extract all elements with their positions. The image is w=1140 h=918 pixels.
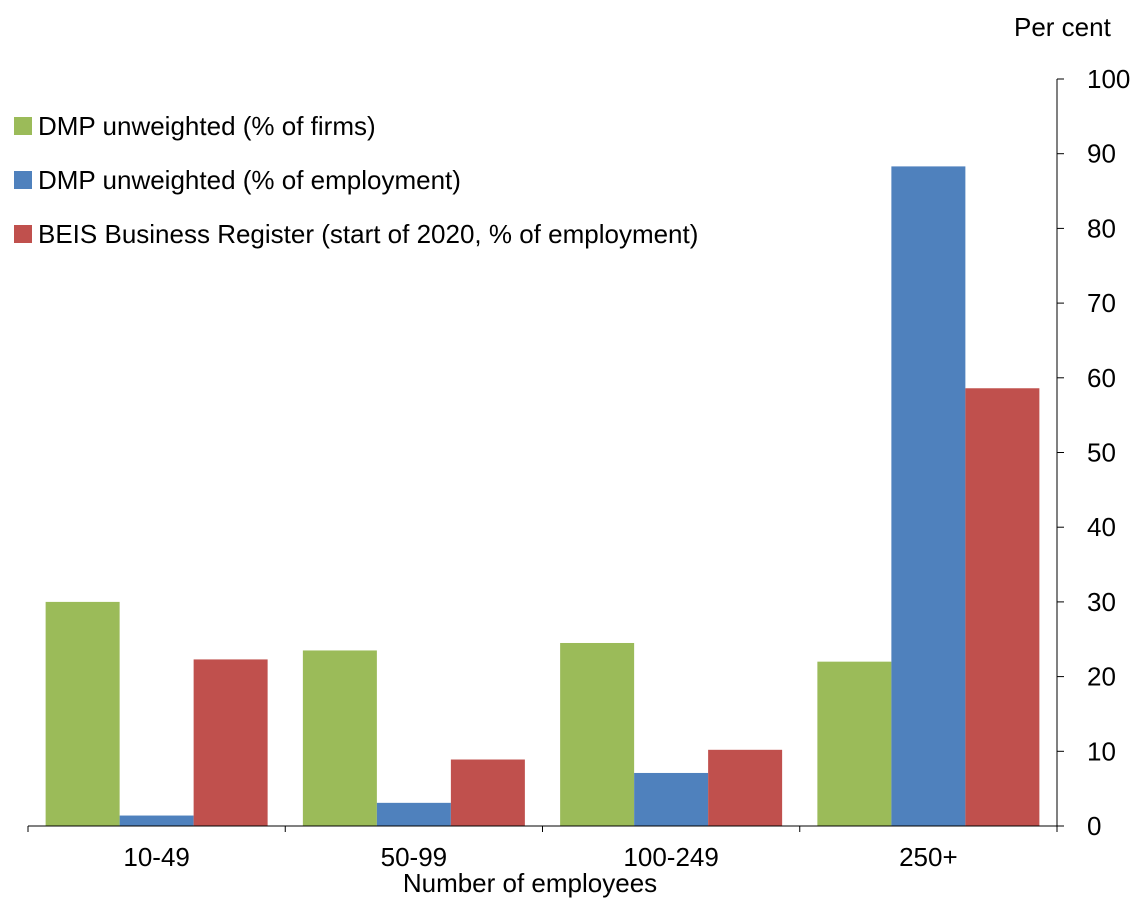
y-tick-label: 20: [1087, 662, 1116, 692]
bar: [891, 166, 966, 827]
legend-label: BEIS Business Register (start of 2020, %…: [38, 218, 699, 249]
y-tick-label: 90: [1087, 139, 1116, 169]
legend: DMP unweighted (% of firms) DMP unweight…: [14, 110, 699, 274]
legend-label: DMP unweighted (% of firms): [38, 110, 376, 141]
x-tick-label: 250+: [899, 842, 958, 872]
y-tick-label: 50: [1087, 438, 1116, 468]
bar: [119, 815, 194, 826]
bar: [376, 802, 451, 826]
y-tick-label: 60: [1087, 363, 1116, 393]
bar: [450, 759, 525, 826]
legend-label: DMP unweighted (% of employment): [38, 164, 461, 195]
bar: [45, 601, 120, 826]
bar: [817, 661, 892, 826]
y-tick-label: 70: [1087, 288, 1116, 318]
y-tick-label: 30: [1087, 587, 1116, 617]
legend-item: BEIS Business Register (start of 2020, %…: [14, 218, 699, 249]
x-tick-label: 10-49: [123, 842, 190, 872]
y-tick-label: 80: [1087, 213, 1116, 243]
legend-swatch: [14, 117, 32, 135]
legend-swatch: [14, 225, 32, 243]
y-axis-unit-label: Per cent: [1014, 12, 1111, 42]
bar: [965, 388, 1040, 826]
bar: [708, 749, 783, 826]
x-tick-label: 50-99: [381, 842, 448, 872]
y-tick-label: 10: [1087, 736, 1116, 766]
legend-item: DMP unweighted (% of firms): [14, 110, 698, 141]
y-tick-label: 40: [1087, 512, 1116, 542]
x-tick-label: 100-249: [623, 842, 718, 872]
bar: [634, 772, 709, 826]
y-tick-label: 100: [1087, 64, 1130, 94]
bar: [193, 659, 268, 826]
y-tick-label: 0: [1087, 811, 1101, 841]
legend-swatch: [14, 171, 32, 189]
bar: [302, 650, 377, 826]
bar: [560, 642, 635, 826]
legend-item: DMP unweighted (% of employment): [14, 164, 698, 195]
x-axis-title: Number of employees: [402, 868, 658, 898]
